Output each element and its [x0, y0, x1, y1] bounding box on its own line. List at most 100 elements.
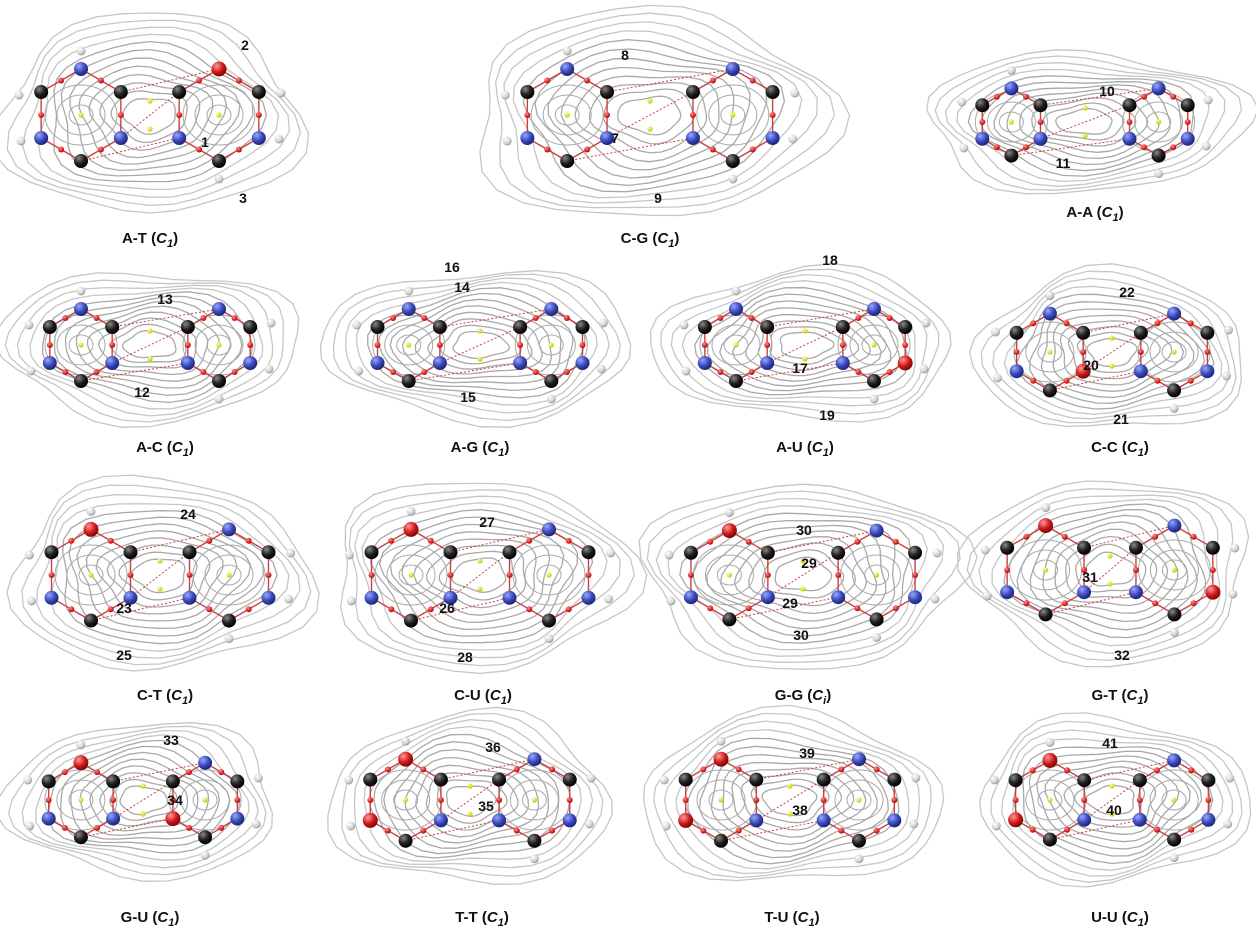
- bond-critical-point: [749, 77, 756, 84]
- density-contour: [414, 311, 543, 375]
- hydrogen-atom: [982, 591, 992, 601]
- oxygen-atom: [678, 812, 694, 828]
- carbon-atom: [401, 374, 416, 388]
- caption-close: ): [507, 687, 512, 704]
- density-contour: [547, 57, 751, 179]
- ring-critical-point: [1082, 133, 1088, 139]
- bond-critical-point: [1081, 567, 1088, 573]
- ring-critical-point: [546, 572, 552, 578]
- bond-critical-point: [709, 146, 716, 153]
- bond-critical-point: [549, 827, 556, 834]
- ring-contour: [1134, 101, 1184, 143]
- bond-critical-point: [707, 538, 714, 545]
- density-contour: [319, 270, 632, 428]
- hbond-path: [1049, 370, 1141, 391]
- caption-symmetry-subscript: i: [823, 695, 827, 707]
- density-contour: [1040, 308, 1195, 399]
- density-contour: [1074, 778, 1146, 821]
- density-contour: [452, 330, 511, 360]
- ring-contour: [524, 554, 574, 596]
- hydrogen-atom: [214, 394, 224, 404]
- ring-critical-point: [1109, 335, 1115, 341]
- interaction-label: 10: [1099, 83, 1115, 99]
- nitrogen-atom: [243, 356, 258, 370]
- hydrogen-atom: [401, 736, 411, 746]
- ring-contour: [1033, 559, 1059, 581]
- ring-critical-point: [1171, 567, 1177, 573]
- ring-contour: [398, 564, 424, 586]
- density-contour: [694, 287, 909, 396]
- nitrogen-atom: [1133, 364, 1148, 379]
- bond-critical-point: [94, 824, 101, 831]
- nitrogen-atom: [370, 356, 385, 370]
- bond-critical-point: [384, 766, 391, 773]
- bond-critical-point: [231, 315, 238, 321]
- panel-caption: G-U (C1): [121, 909, 180, 929]
- bond-critical-point: [94, 769, 101, 776]
- critical-points: [368, 537, 592, 613]
- bond-critical-point: [235, 146, 242, 153]
- panel-g-t: 31 32 G-T (C1): [957, 480, 1250, 707]
- ring-contour: [708, 789, 734, 811]
- bond-critical-point: [689, 112, 696, 118]
- density-contour: [0, 272, 300, 428]
- ring-contour: [861, 334, 887, 356]
- ring-contour: [194, 324, 244, 366]
- ring-contour: [509, 779, 559, 821]
- bond-critical-point: [1063, 377, 1070, 384]
- ring-contour: [1149, 331, 1199, 373]
- ring-contour: [1037, 341, 1063, 363]
- bond-critical-point: [1205, 797, 1212, 803]
- hydrogen-atom: [1201, 141, 1211, 151]
- hydrogen-atom: [354, 366, 364, 376]
- carbon-atom: [835, 320, 850, 334]
- ring-contour: [68, 789, 94, 811]
- density-contour: [6, 19, 302, 207]
- panel-c-u: 26 27 28 C-U (C1): [339, 482, 648, 707]
- panel-u-u: 40 41 U-U (C1): [979, 712, 1252, 929]
- ring-contour: [192, 789, 218, 811]
- hydrogen-atom: [1228, 589, 1238, 599]
- critical-points: [46, 315, 254, 375]
- hydrogen-atom: [16, 136, 26, 146]
- bond-critical-point: [169, 797, 176, 803]
- hydrogen-atom: [24, 320, 34, 330]
- interaction-label: 13: [157, 291, 173, 307]
- nitrogen-atom: [364, 590, 379, 605]
- bond-critical-point: [820, 797, 827, 803]
- oxygen-atom: [713, 751, 729, 767]
- density-contour: [367, 287, 586, 399]
- hydrogen-atom: [274, 134, 284, 144]
- interaction-label: 18: [822, 252, 838, 268]
- oxygen-atom: [1205, 584, 1221, 600]
- hydrogen-atom: [264, 364, 274, 374]
- bond-critical-point: [93, 315, 100, 321]
- carbon-atom: [1200, 325, 1215, 340]
- carbon-atom: [562, 772, 577, 787]
- nitrogen-atom: [544, 302, 559, 316]
- ring-contour: [168, 769, 242, 831]
- bond-critical-point: [1012, 797, 1019, 803]
- interaction-label: 26: [439, 600, 455, 616]
- density-contour: [356, 281, 598, 406]
- bond-critical-point: [526, 606, 533, 613]
- ring-contour: [1161, 341, 1187, 363]
- caption-symmetry-subscript: 1: [182, 695, 188, 707]
- density-contour: [110, 90, 188, 144]
- ring-critical-point: [78, 342, 84, 348]
- interaction-label: 8: [621, 47, 629, 63]
- ring-critical-point: [1171, 797, 1177, 803]
- caption-close: ): [504, 439, 509, 456]
- atoms: [659, 736, 921, 864]
- oxygen-atom: [73, 755, 89, 771]
- carbon-atom: [765, 85, 780, 99]
- hbond-path: [1045, 591, 1137, 615]
- ring-contour: [521, 789, 547, 811]
- hydrogen-atom: [1041, 503, 1051, 513]
- interaction-label: 19: [819, 407, 835, 423]
- bond-critical-point: [1029, 826, 1036, 833]
- density-contour: [503, 21, 818, 204]
- bond-critical-point: [421, 315, 428, 321]
- density-contour: [119, 785, 169, 816]
- density-contour: [479, 4, 851, 217]
